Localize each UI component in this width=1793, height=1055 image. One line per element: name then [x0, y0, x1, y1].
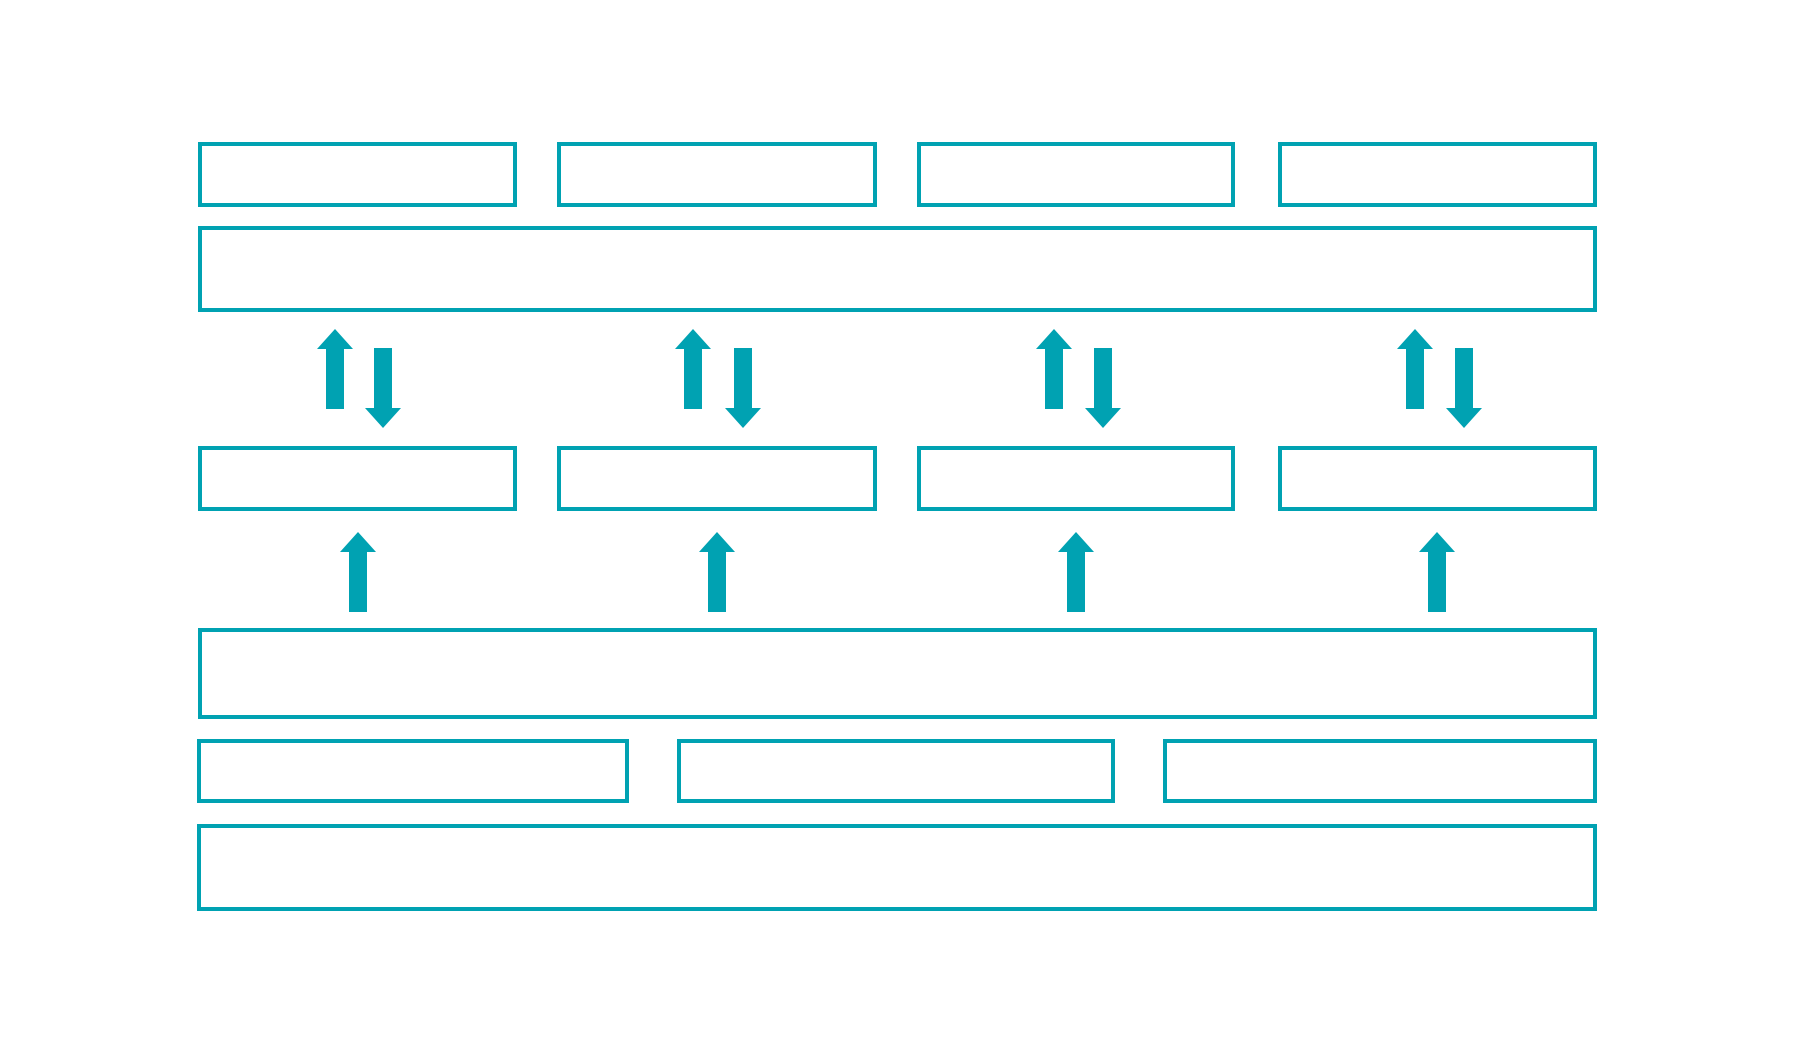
arrow-head — [317, 329, 353, 349]
middle-box-1 — [198, 446, 517, 511]
arrow-head — [1419, 532, 1455, 552]
arrow-head — [699, 532, 735, 552]
arrow-shaft — [1406, 349, 1424, 409]
bottom-wide-band — [197, 824, 1597, 911]
arrow-shaft — [326, 349, 344, 409]
top-box-2 — [557, 142, 877, 207]
arrow-shaft — [708, 552, 726, 612]
arrow-shaft — [1067, 552, 1085, 612]
arrow-head — [1036, 329, 1072, 349]
arrow-shaft — [374, 348, 392, 408]
down-arrow-icon — [1446, 348, 1482, 428]
middle-wide-band — [198, 628, 1597, 719]
arrow-shaft — [684, 349, 702, 409]
arrow-head — [725, 408, 761, 428]
arrow-head — [1446, 408, 1482, 428]
up-arrow-icon — [675, 329, 711, 409]
lower-box-3 — [1163, 739, 1597, 803]
up-arrow-icon — [340, 532, 376, 612]
arrow-shaft — [734, 348, 752, 408]
lower-box-2 — [677, 739, 1115, 803]
arrow-shaft — [1455, 348, 1473, 408]
up-arrow-icon — [1036, 329, 1072, 409]
up-arrow-icon — [699, 532, 735, 612]
arrow-head — [1058, 532, 1094, 552]
up-arrow-icon — [317, 329, 353, 409]
arrow-head — [340, 532, 376, 552]
top-box-4 — [1278, 142, 1597, 207]
up-arrow-icon — [1397, 329, 1433, 409]
middle-box-2 — [557, 446, 877, 511]
lower-box-1 — [197, 739, 629, 803]
middle-box-4 — [1278, 446, 1597, 511]
down-arrow-icon — [725, 348, 761, 428]
arrow-head — [1397, 329, 1433, 349]
down-arrow-icon — [1085, 348, 1121, 428]
arrow-shaft — [349, 552, 367, 612]
arrow-head — [675, 329, 711, 349]
arrow-shaft — [1045, 349, 1063, 409]
upper-wide-band — [198, 226, 1597, 312]
middle-box-3 — [917, 446, 1235, 511]
up-arrow-icon — [1419, 532, 1455, 612]
up-arrow-icon — [1058, 532, 1094, 612]
top-box-3 — [917, 142, 1235, 207]
arrow-head — [365, 408, 401, 428]
arrow-head — [1085, 408, 1121, 428]
arrow-shaft — [1428, 552, 1446, 612]
down-arrow-icon — [365, 348, 401, 428]
top-box-1 — [198, 142, 517, 207]
arrow-shaft — [1094, 348, 1112, 408]
